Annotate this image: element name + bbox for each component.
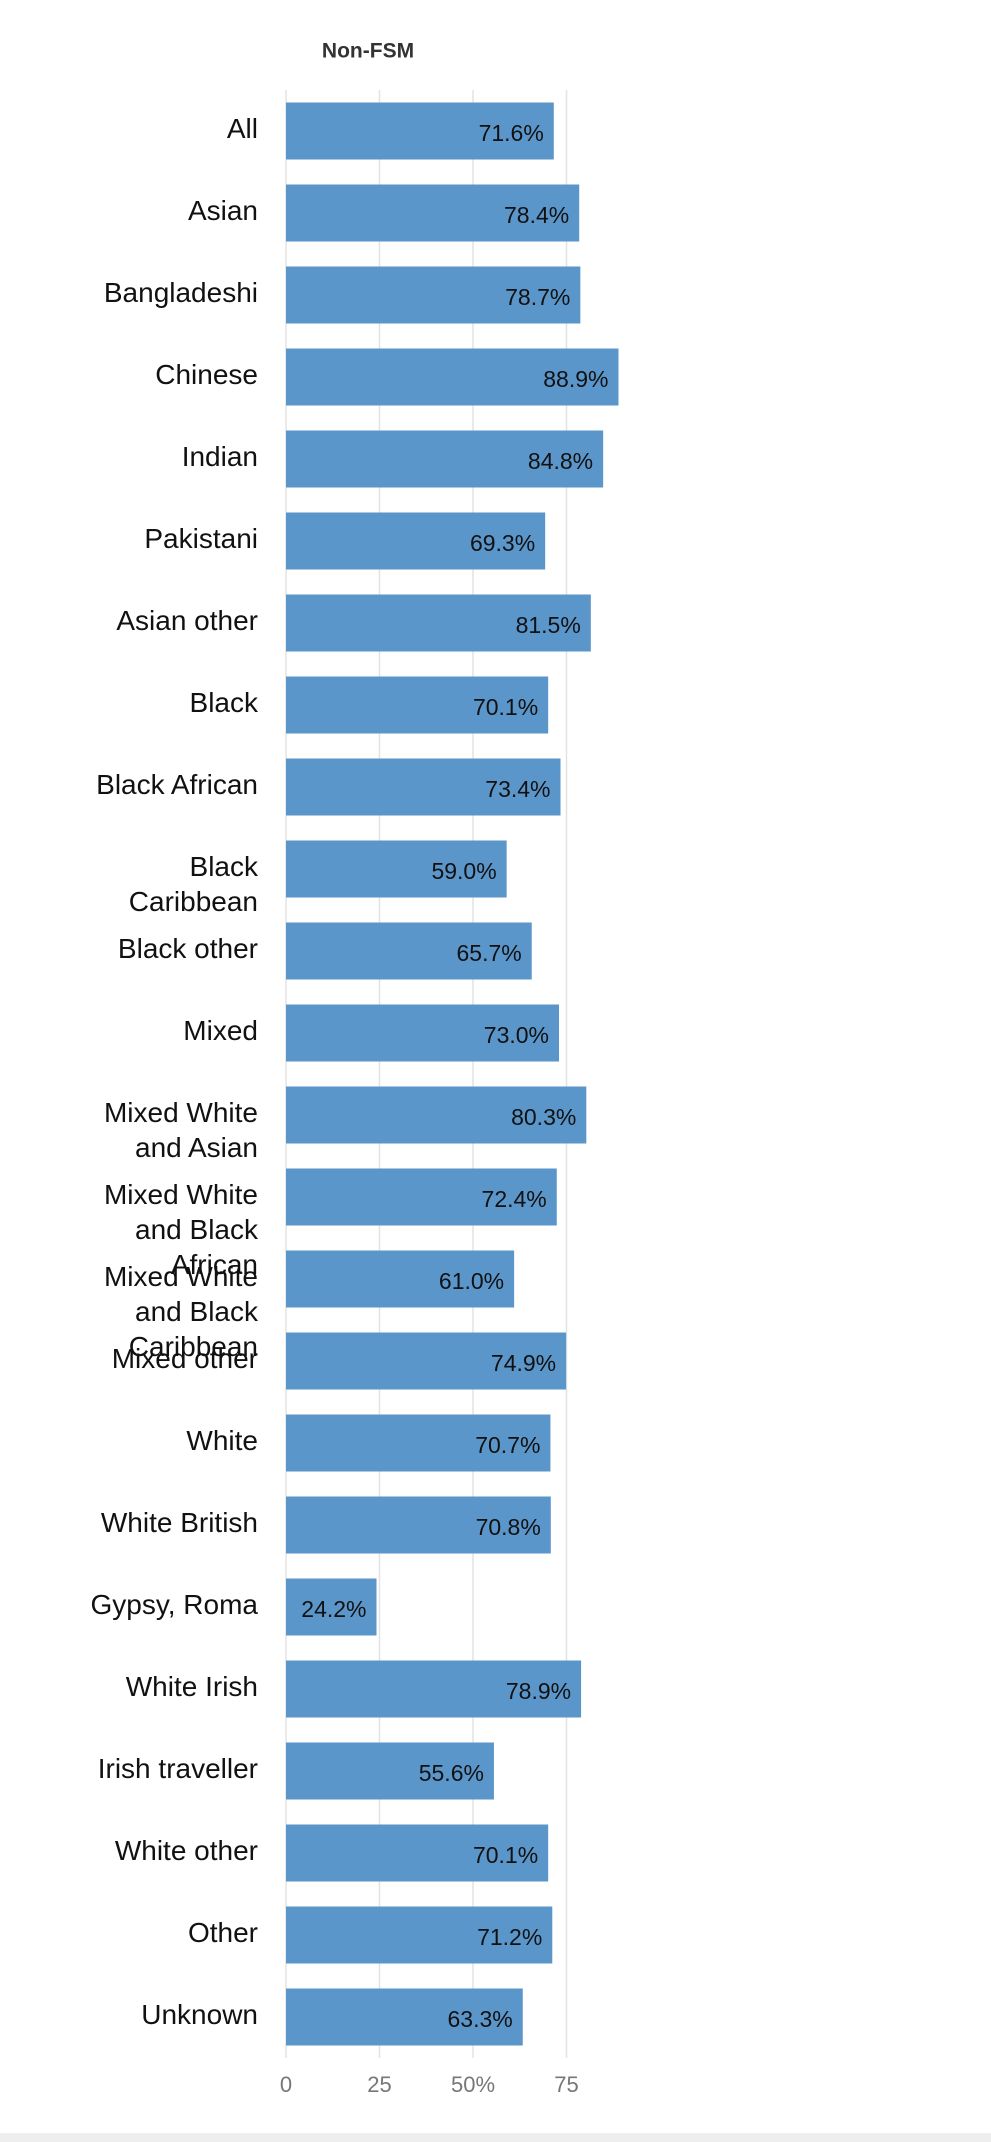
category-label: Other <box>188 1917 258 1948</box>
bar <box>286 348 619 406</box>
bar <box>286 1332 567 1390</box>
bar <box>286 184 580 242</box>
value-label: 71.6% <box>479 120 544 146</box>
value-label: 84.8% <box>528 448 593 474</box>
category-label: Chinese <box>155 359 258 390</box>
value-label: 55.6% <box>419 1760 484 1786</box>
x-tick-label: 75 <box>554 2072 578 2097</box>
bar <box>286 1988 523 2046</box>
value-label: 59.0% <box>431 858 496 884</box>
category-label: Gypsy, Roma <box>90 1589 258 1620</box>
category-label: Mixed White and Black African <box>104 1179 259 1280</box>
category-label: Mixed <box>183 1015 258 1046</box>
value-label: 73.0% <box>484 1022 549 1048</box>
bar <box>286 1578 377 1636</box>
category-label: Black African <box>96 769 258 800</box>
category-label: Black <box>190 687 259 718</box>
value-label: 78.9% <box>506 1678 571 1704</box>
category-label: White Irish <box>126 1671 258 1702</box>
bar <box>286 1168 557 1226</box>
category-label: Indian <box>182 441 258 472</box>
bar <box>286 1004 560 1062</box>
value-label: 70.7% <box>475 1432 540 1458</box>
bar <box>286 430 604 488</box>
bar <box>286 922 532 980</box>
bar <box>286 1742 494 1800</box>
value-label: 69.3% <box>470 530 535 556</box>
bar <box>286 1824 549 1882</box>
value-label: 81.5% <box>516 612 581 638</box>
bar <box>286 266 581 324</box>
bar <box>286 512 546 570</box>
value-label: 78.7% <box>505 284 570 310</box>
bar <box>286 594 591 652</box>
value-label: 24.2% <box>301 1596 366 1622</box>
value-label: 71.2% <box>477 1924 542 1950</box>
category-label: White other <box>115 1835 258 1866</box>
bar <box>286 676 549 734</box>
bar <box>286 840 507 898</box>
category-label: Mixed White and Black Caribbean <box>104 1261 259 1362</box>
x-tick-label: 0 <box>280 2072 292 2097</box>
footer-strip <box>0 2133 991 2142</box>
value-label: 70.8% <box>476 1514 541 1540</box>
value-label: 70.1% <box>473 1842 538 1868</box>
value-label: 78.4% <box>504 202 569 228</box>
bar <box>286 1250 515 1308</box>
value-label: 70.1% <box>473 694 538 720</box>
value-label: 74.9% <box>491 1350 556 1376</box>
bar <box>286 1906 553 1964</box>
category-label: Asian other <box>116 605 258 636</box>
value-label: 73.4% <box>485 776 550 802</box>
value-label: 72.4% <box>482 1186 547 1212</box>
value-label: 88.9% <box>543 366 608 392</box>
category-label: All <box>227 113 258 144</box>
bar <box>286 1496 551 1554</box>
bar <box>286 102 554 160</box>
category-label: Black Caribbean <box>129 851 259 917</box>
category-label: Black other <box>118 933 258 964</box>
category-label: Unknown <box>141 1999 258 2030</box>
category-label: White <box>186 1425 258 1456</box>
category-label: Mixed White and Asian <box>104 1097 258 1163</box>
category-label: Bangladeshi <box>104 277 258 308</box>
bar <box>286 1660 582 1718</box>
category-label: Pakistani <box>144 523 258 554</box>
value-label: 65.7% <box>456 940 521 966</box>
bar <box>286 758 561 816</box>
value-label: 61.0% <box>439 1268 504 1294</box>
x-tick-label: 25 <box>367 2072 391 2097</box>
value-label: 80.3% <box>511 1104 576 1130</box>
category-label: White British <box>101 1507 258 1538</box>
category-label: Asian <box>188 195 258 226</box>
x-tick-label: 50% <box>451 2072 495 2097</box>
category-label: Irish traveller <box>98 1753 258 1784</box>
bar <box>286 1086 587 1144</box>
chart-title: Non-FSM <box>322 40 414 63</box>
value-label: 63.3% <box>448 2006 513 2032</box>
category-label: Mixed other <box>112 1343 258 1374</box>
bar <box>286 1414 551 1472</box>
